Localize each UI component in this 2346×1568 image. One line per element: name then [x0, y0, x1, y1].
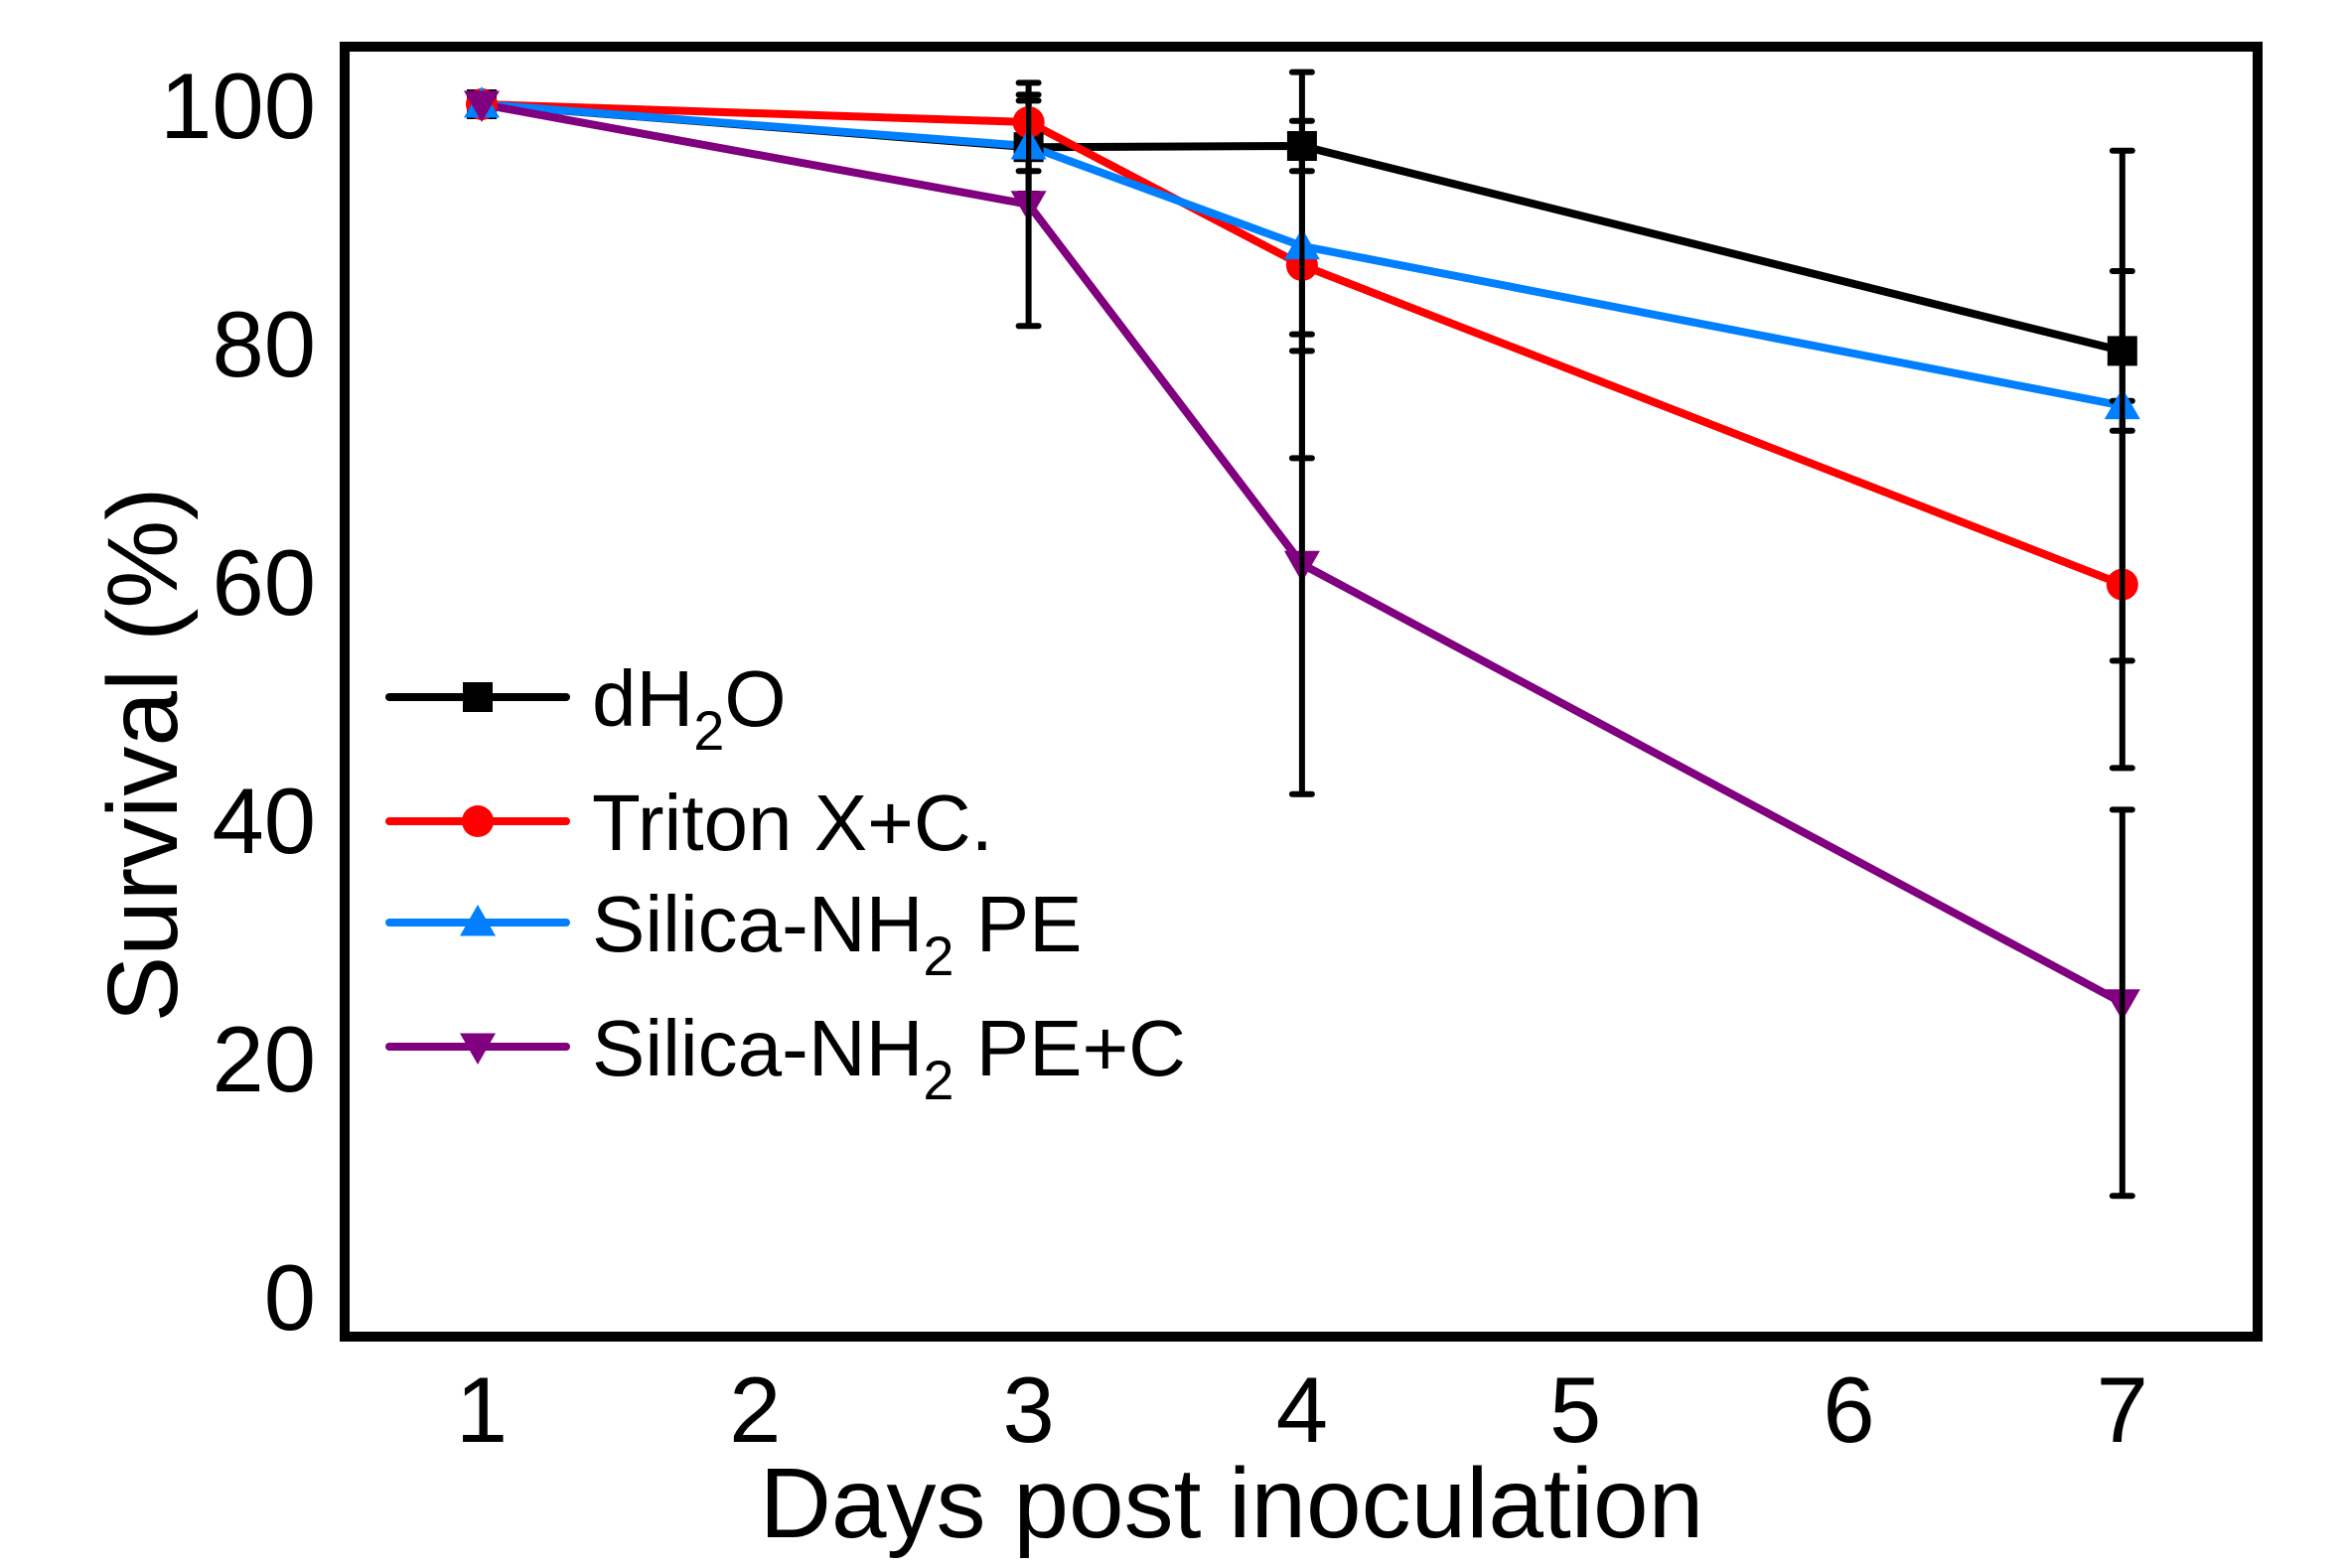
legend-label: Triton X+C.: [592, 779, 993, 867]
x-tick-label-7: 7: [2097, 1357, 2148, 1462]
legend-marker-circle: [462, 805, 494, 837]
legend-label-subscript: 2: [923, 925, 953, 987]
x-axis-title: Days post inoculation: [760, 1448, 1704, 1559]
series-markers: [464, 71, 2140, 1197]
legend-label-text: PE+C: [954, 1004, 1186, 1092]
x-tick-label-4: 4: [1276, 1357, 1328, 1462]
x-tick-label-6: 6: [1823, 1357, 1874, 1462]
legend-label: Silica-NH2 PE: [592, 880, 1082, 987]
legend-label-text: Silica-NH: [592, 880, 923, 968]
legend-item-triton-x-c: Triton X+C.: [385, 779, 993, 867]
series-lines: [478, 100, 2126, 1007]
y-tick-label-60: 60: [212, 530, 316, 635]
y-tick-label-100: 100: [160, 54, 316, 158]
series-line-silica-nh2-pe: [478, 100, 2126, 410]
x-tick-label-3: 3: [1002, 1357, 1054, 1462]
legend-marker-square: [463, 682, 493, 712]
legend-item-dh2o: dH2O: [385, 654, 787, 762]
x-tick-label-2: 2: [729, 1357, 781, 1462]
x-tick-label-1: 1: [456, 1357, 508, 1462]
y-tick-label-20: 20: [212, 1007, 316, 1111]
legend-label-text: O: [724, 654, 786, 743]
plot-frame: [340, 42, 2263, 1342]
series-line-silica-nh2-pe-c: [478, 100, 2126, 1007]
legend-label: dH2O: [592, 654, 787, 762]
data-point-silica-nh2-pe-c-day-1: [464, 90, 500, 122]
legend-label-subscript: 2: [693, 699, 724, 762]
legend-label-text: PE: [954, 880, 1083, 968]
legend-marker-triangle-up: [460, 905, 496, 936]
legend-label: Silica-NH2 PE+C: [592, 1004, 1186, 1111]
legend-label-text: Silica-NH: [592, 1004, 923, 1092]
legend-label-text: Triton X+C.: [592, 779, 993, 867]
x-tick-label-5: 5: [1549, 1357, 1601, 1462]
y-tick-label-40: 40: [212, 769, 316, 873]
y-tick-label-0: 0: [264, 1245, 316, 1350]
plot-area: [464, 69, 2140, 1200]
legend-item-silica-nh2-pe-c: Silica-NH2 PE+C: [385, 1004, 1186, 1111]
legend-item-silica-nh2-pe: Silica-NH2 PE: [385, 880, 1082, 987]
y-axis-ticks: 0 20 40 60 80 100: [160, 54, 316, 1350]
y-tick-label-80: 80: [212, 292, 316, 396]
x-axis-ticks: 1 2 3 4 5 6 7: [456, 1357, 2148, 1462]
y-axis-title: Survival (%): [87, 488, 199, 1023]
legend-label-text: dH: [592, 654, 693, 743]
legend-marker-triangle-down: [460, 1033, 496, 1065]
legend-label-subscript: 2: [923, 1049, 953, 1111]
